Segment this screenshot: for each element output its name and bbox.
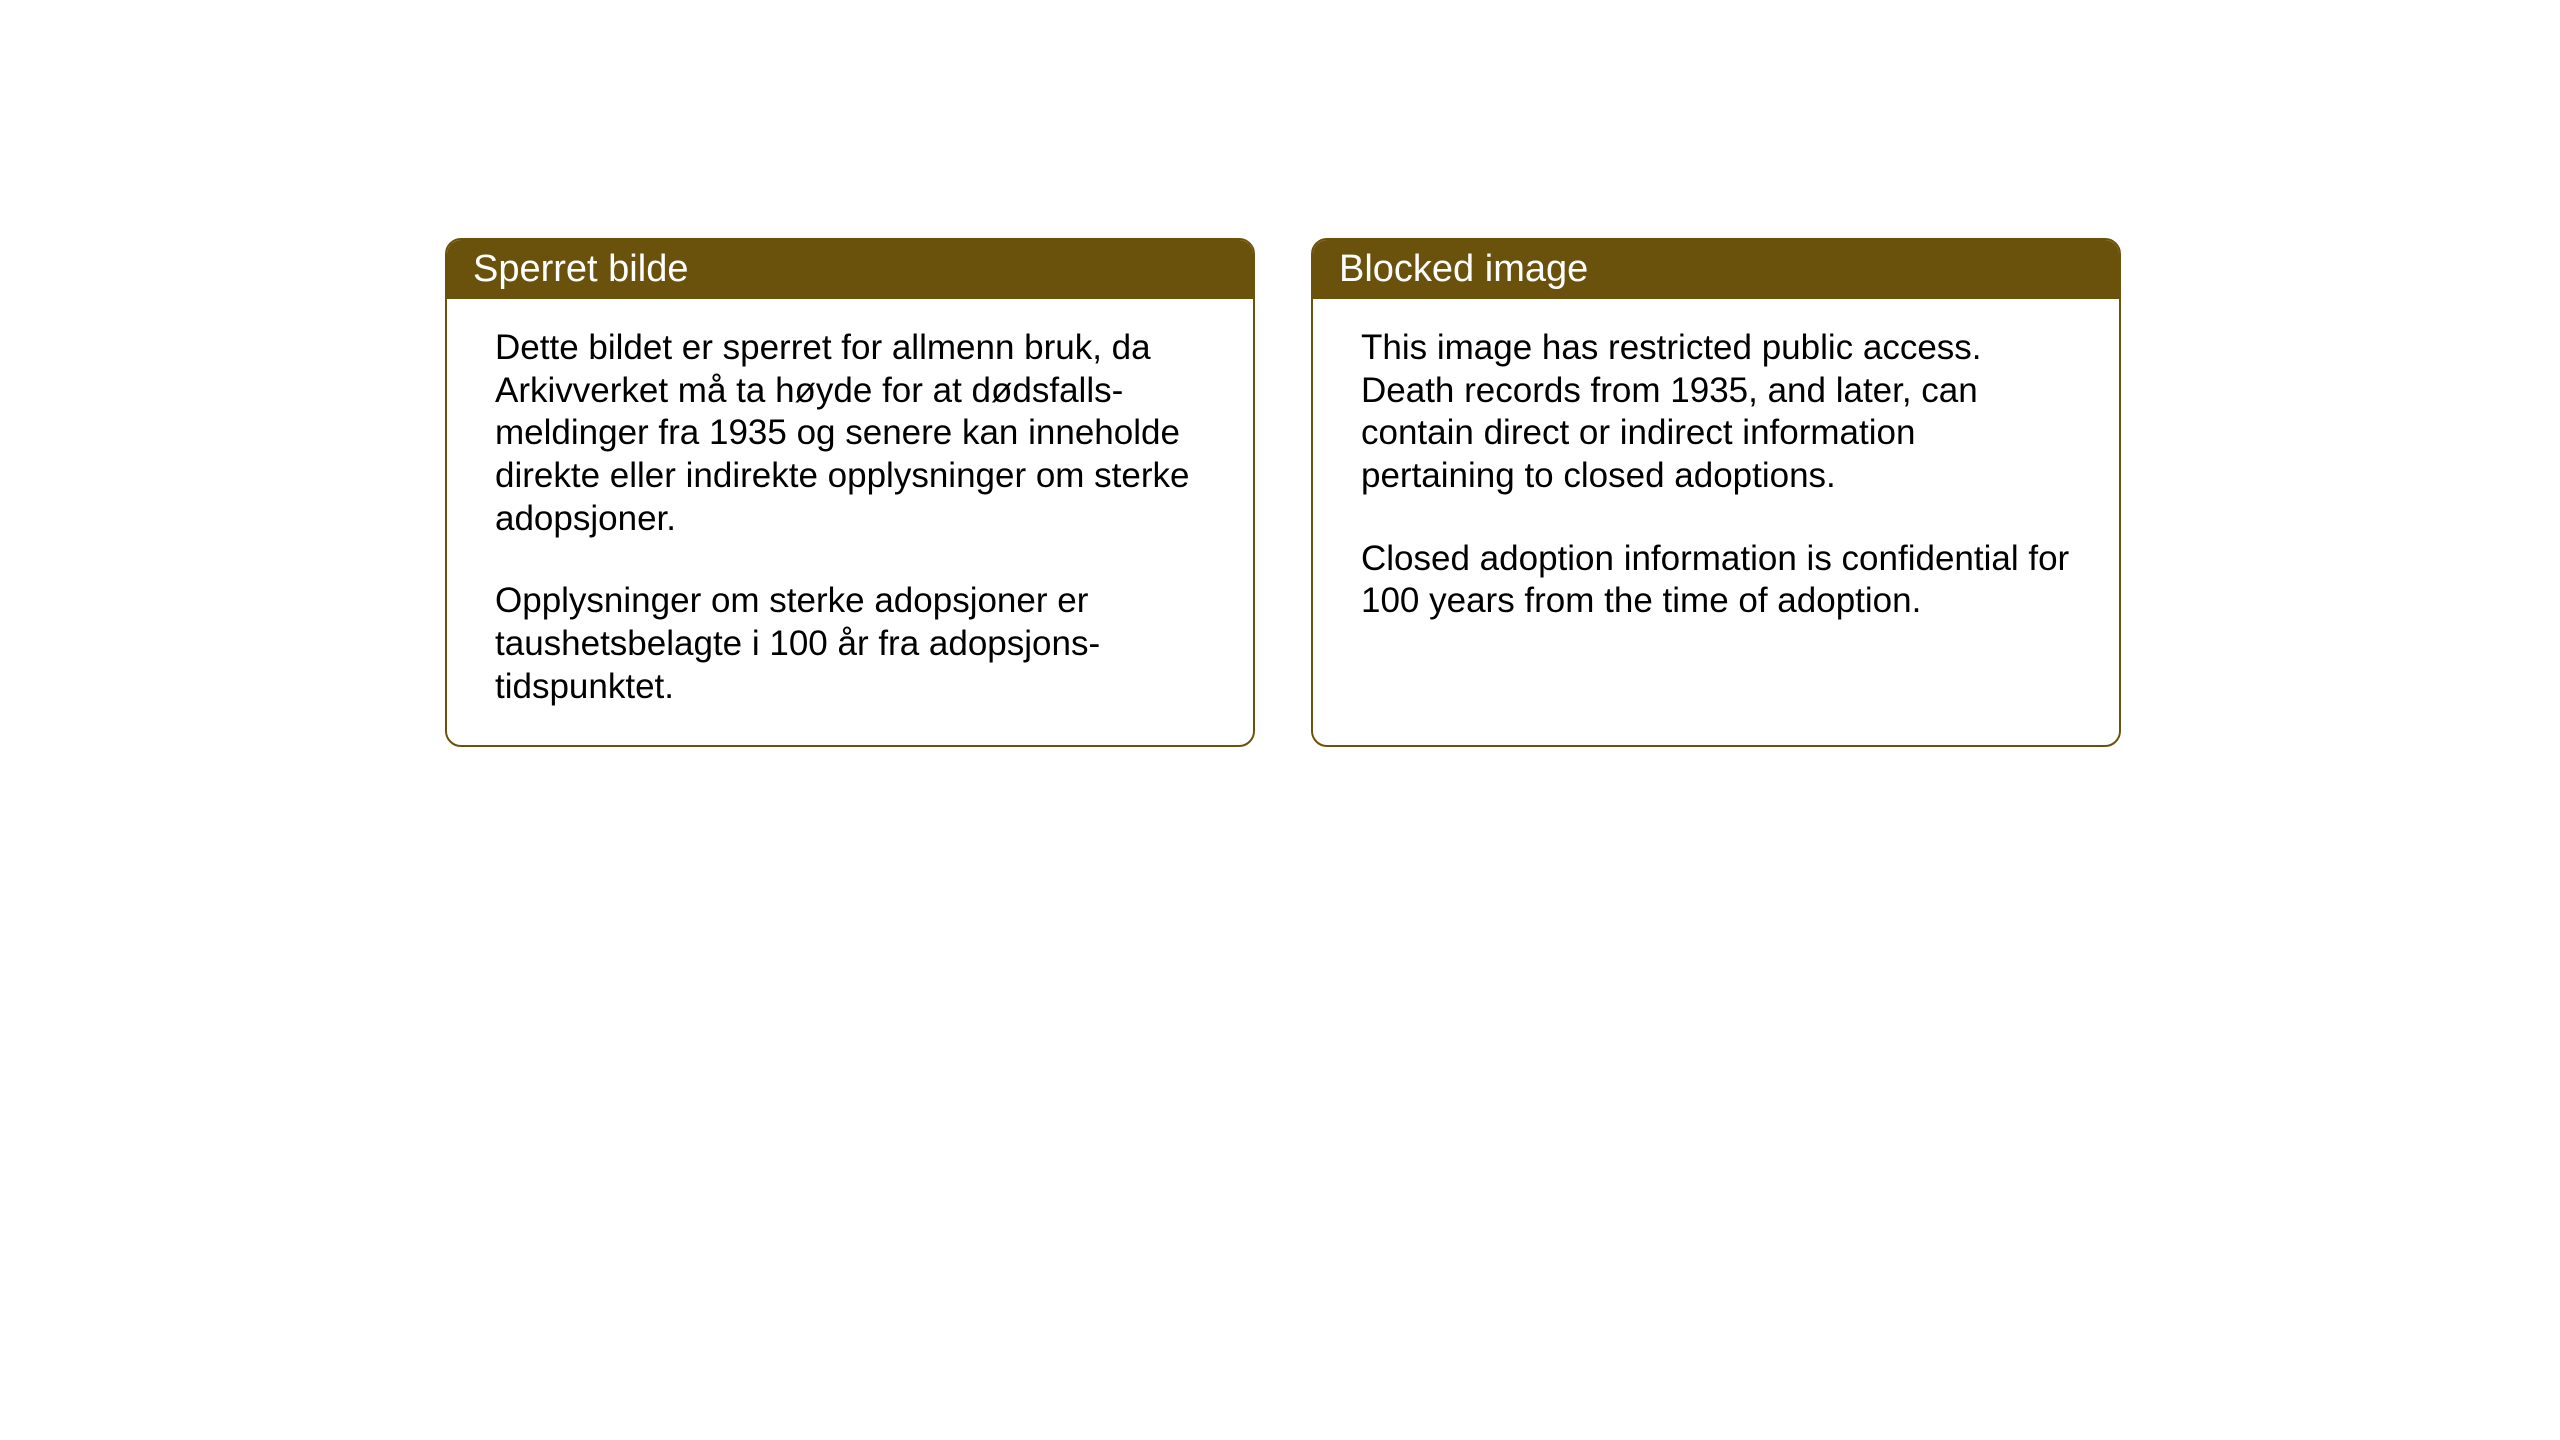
norwegian-card-title: Sperret bilde: [447, 240, 1253, 299]
norwegian-paragraph-2: Opplysninger om sterke adopsjoner er tau…: [495, 580, 1205, 708]
norwegian-paragraph-1: Dette bildet er sperret for allmenn bruk…: [495, 327, 1205, 540]
english-paragraph-2: Closed adoption information is confident…: [1361, 538, 2071, 623]
english-paragraph-1: This image has restricted public access.…: [1361, 327, 2071, 498]
english-card-body: This image has restricted public access.…: [1313, 299, 2119, 739]
norwegian-card-body: Dette bildet er sperret for allmenn bruk…: [447, 299, 1253, 745]
english-card-title: Blocked image: [1313, 240, 2119, 299]
english-info-card: Blocked image This image has restricted …: [1311, 238, 2121, 747]
norwegian-info-card: Sperret bilde Dette bildet er sperret fo…: [445, 238, 1255, 747]
cards-container: Sperret bilde Dette bildet er sperret fo…: [445, 238, 2121, 747]
